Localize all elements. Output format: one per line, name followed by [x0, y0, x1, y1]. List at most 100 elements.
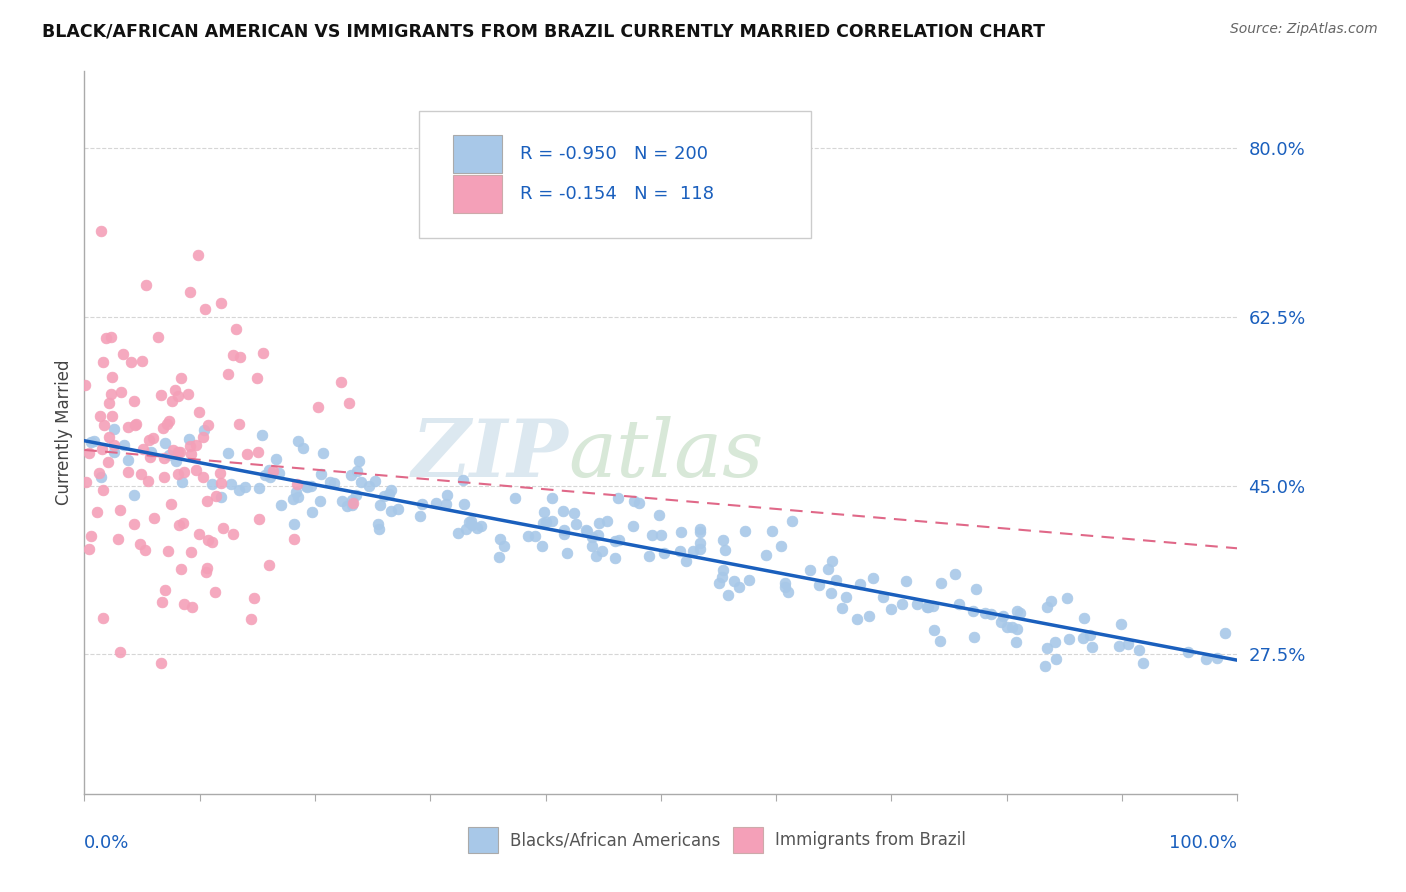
- Point: [494, 539, 516, 553]
- Point: [1132, 656, 1154, 670]
- Point: [236, 447, 259, 461]
- Point: [929, 634, 952, 648]
- Point: [905, 598, 928, 612]
- Point: [134, 543, 156, 558]
- Point: [1056, 591, 1078, 605]
- Point: [97, 455, 120, 469]
- Point: [965, 582, 987, 596]
- Point: [117, 465, 139, 479]
- Point: [534, 515, 557, 529]
- Point: [872, 590, 894, 604]
- Point: [1010, 607, 1032, 621]
- Point: [247, 481, 270, 495]
- Point: [575, 524, 598, 538]
- Point: [100, 329, 122, 343]
- Point: [138, 450, 160, 464]
- Point: [775, 580, 797, 594]
- Point: [359, 479, 381, 493]
- Point: [90, 469, 112, 483]
- Point: [962, 604, 984, 618]
- Point: [1005, 634, 1028, 648]
- Point: [240, 612, 263, 626]
- Point: [228, 483, 250, 497]
- Point: [641, 528, 664, 542]
- Point: [605, 551, 627, 566]
- Point: [1045, 651, 1067, 665]
- Point: [153, 469, 176, 483]
- Point: [671, 525, 693, 540]
- Point: [962, 630, 984, 644]
- Point: [146, 330, 169, 344]
- Point: [689, 524, 711, 539]
- Point: [77, 542, 100, 557]
- Point: [675, 554, 697, 568]
- Point: [91, 355, 114, 369]
- Point: [824, 573, 846, 587]
- Point: [100, 386, 122, 401]
- Point: [247, 512, 270, 526]
- Point: [222, 526, 245, 541]
- Point: [1213, 625, 1236, 640]
- Point: [387, 501, 409, 516]
- Point: [588, 528, 610, 542]
- Point: [247, 445, 270, 459]
- Point: [299, 479, 322, 493]
- Point: [204, 584, 226, 599]
- Text: 100.0%: 100.0%: [1170, 834, 1237, 852]
- Point: [91, 483, 114, 498]
- Point: [287, 434, 309, 449]
- Point: [195, 494, 218, 508]
- Point: [155, 582, 177, 597]
- Point: [461, 518, 484, 533]
- Point: [1071, 631, 1094, 645]
- Point: [110, 645, 132, 659]
- Point: [820, 554, 842, 568]
- Point: [209, 296, 232, 310]
- Point: [197, 560, 219, 574]
- Point: [184, 463, 207, 477]
- Point: [124, 488, 146, 502]
- Point: [86, 505, 108, 519]
- Point: [470, 518, 492, 533]
- Point: [723, 574, 745, 588]
- Point: [337, 396, 360, 410]
- Point: [257, 558, 280, 572]
- Point: [380, 504, 402, 518]
- Y-axis label: Currently Married: Currently Married: [55, 359, 73, 506]
- Point: [1036, 641, 1059, 656]
- Point: [89, 409, 111, 424]
- Point: [1116, 637, 1139, 651]
- Point: [179, 285, 201, 300]
- Point: [465, 521, 488, 535]
- Point: [799, 563, 821, 577]
- Point: [565, 517, 588, 532]
- Point: [169, 444, 191, 458]
- Point: [553, 527, 575, 541]
- Point: [150, 388, 173, 402]
- Point: [103, 422, 125, 436]
- Point: [194, 301, 217, 316]
- Point: [138, 433, 160, 447]
- Point: [575, 523, 598, 537]
- Point: [323, 476, 346, 491]
- Point: [195, 566, 218, 580]
- Point: [689, 522, 711, 536]
- Point: [160, 497, 183, 511]
- Point: [585, 549, 607, 564]
- Point: [301, 505, 323, 519]
- Point: [167, 388, 190, 402]
- Point: [728, 581, 751, 595]
- FancyBboxPatch shape: [419, 112, 811, 237]
- Text: atlas: atlas: [568, 416, 763, 493]
- Point: [242, 591, 264, 605]
- Point: [1001, 620, 1024, 634]
- Point: [219, 477, 242, 491]
- Point: [1128, 643, 1150, 657]
- Point: [654, 546, 676, 560]
- Point: [917, 599, 939, 614]
- Point: [530, 539, 553, 553]
- Point: [187, 526, 209, 541]
- Point: [713, 563, 735, 577]
- Point: [283, 532, 305, 546]
- Point: [287, 490, 309, 504]
